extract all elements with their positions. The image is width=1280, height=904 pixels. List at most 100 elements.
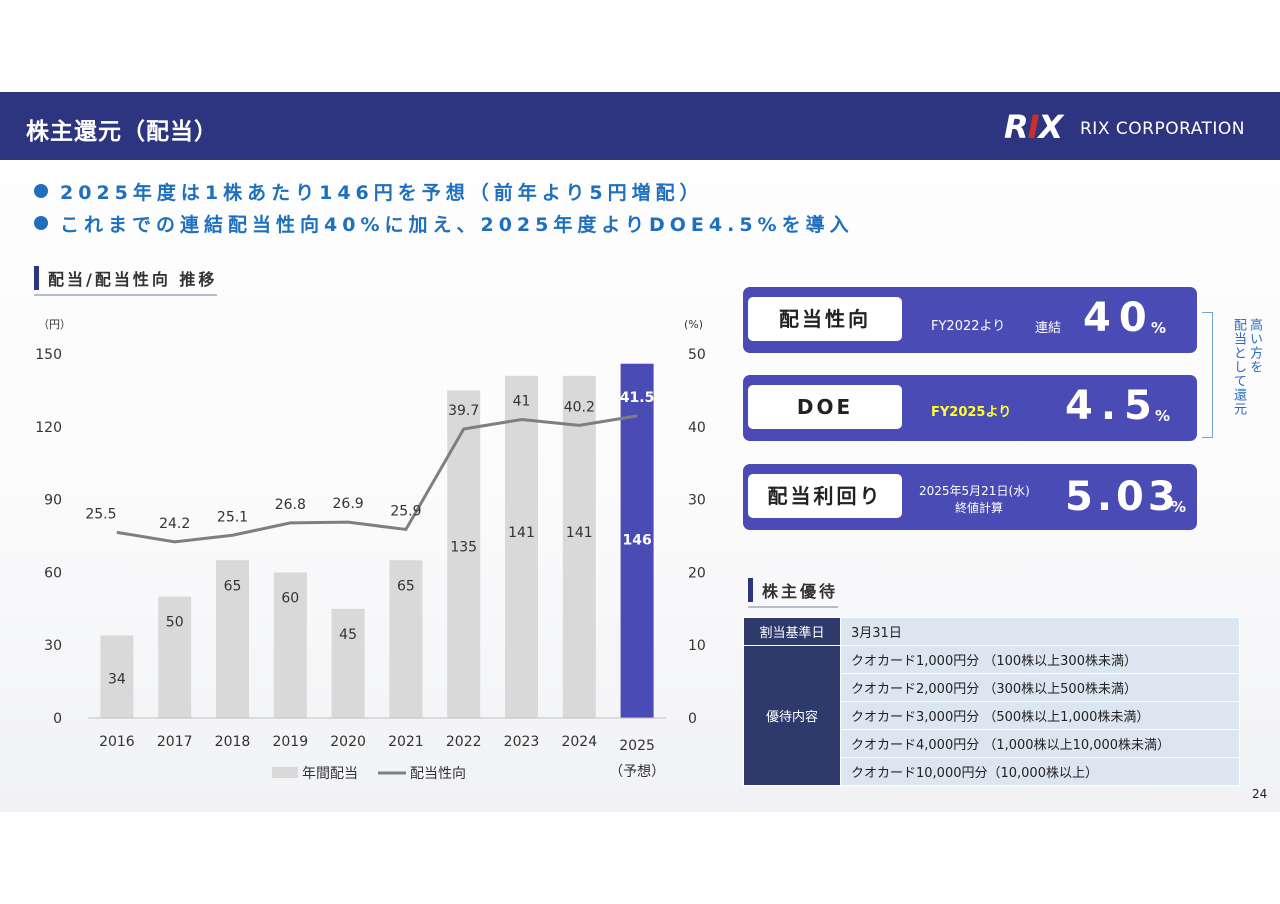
payout-ratio-line [116,414,638,544]
x-tick-label: 2021 [388,734,424,750]
y-tick-label: 90 [44,493,62,509]
perk-item: クオカード2,000円分 （300株以上500株未満） [840,673,1240,702]
page-title: 株主還元（配当） [26,119,218,145]
page-number: 24 [1252,787,1268,801]
y2-tick-label: 40 [688,420,706,436]
perk-item: クオカード3,000円分 （500株以上1,000株未満） [840,701,1240,730]
line-value-label: 26.8 [275,497,306,513]
bar-2023 [505,375,538,718]
perk-table: 割当基準日 3月31日 優待内容 クオカード1,000円分 （100株以上300… [743,617,1240,786]
kpi-dividend-yield: 配当利回り 2025年5月21日(水) 終値計算 5.03 % [743,464,1197,530]
side-note-col1: 配当として還元 [1231,318,1246,416]
kpi-value: 4.5 [1065,383,1160,429]
bar-2019 [273,572,307,718]
line-value-label: 41 [513,394,531,410]
kpi-bracket [1202,312,1213,438]
legend-swatch-bar [272,767,298,778]
logo-text: RIX CORPORATION [1080,119,1245,139]
bullet-item: これまでの連結配当性向40%に加え、2025年度よりDOE4.5%を導入 [34,210,854,237]
y2-tick-label: 20 [688,565,706,581]
y-tick-label: 150 [35,347,62,363]
side-note-col2: 高い方を [1247,318,1262,374]
kpi-label: 配当利回り [748,474,902,518]
x-tick-label: 2017 [157,734,193,750]
bar-value-label: 60 [281,590,299,606]
x-tick-label: 2024 [561,734,597,750]
line-value-label: 41.5 [620,390,655,406]
bar-2021 [389,560,423,718]
line-value-label: 39.7 [448,403,479,419]
y2-tick-label: 30 [688,493,706,509]
y2-axis-unit: (%) [684,318,703,331]
bar-value-label: 50 [166,615,184,631]
kpi-note: FY2025より [931,405,1012,420]
chart-section-title: 配当/配当性向 推移 [34,266,218,296]
header-bar: 株主還元（配当） RIX RIX CORPORATION [0,92,1280,160]
bar-value-label: 65 [224,578,242,594]
bar-2020 [331,608,365,718]
line-value-label: 25.5 [85,506,116,522]
kpi-payout-ratio: 配当性向 FY2022より 連結 40 % [743,287,1197,353]
bar-value-label: 146 [622,533,651,549]
table-row: 割当基準日 3月31日 [743,617,1240,646]
x-tick-sublabel: （予想） [609,764,665,780]
kpi-doe: DOE FY2025より 4.5 % [743,375,1197,441]
kpi-note: FY2022より [931,319,1006,334]
y2-tick-label: 0 [688,711,697,727]
perk-section-title: 株主優待 [748,578,839,608]
bar-value-label: 45 [339,627,357,643]
dividend-chart-svg: （円） (%) 0 30 60 90 120 150 0 10 20 30 40 50 34 50 65 60 45… [35,318,706,782]
y-tick-label: 30 [44,638,62,654]
legend-label: 配当性向 [410,766,466,782]
x-tick-label: 2022 [446,734,482,750]
bar-2025 [620,363,654,718]
y2-tick-label: 50 [688,347,706,363]
section-marker [748,578,753,602]
x-tick-label: 2025 [619,738,655,754]
y-axis-unit: （円） [38,318,71,331]
perk-item: クオカード1,000円分 （100株以上300株未満） [840,645,1240,674]
table-row: 優待内容 クオカード1,000円分 （100株以上300株未満） [743,645,1240,786]
y-tick-label: 120 [35,420,62,436]
kpi-unit: % [1151,319,1167,337]
dividend-chart: （円） (%) 0 30 60 90 120 150 0 10 20 30 40 50 34 50 65 60 45… [28,312,708,786]
line-value-label: 40.2 [564,399,595,415]
y-tick-label: 60 [44,565,62,581]
legend-label: 年間配当 [302,766,358,782]
kpi-unit: % [1171,498,1187,516]
kpi-label: 配当性向 [748,297,902,341]
table-row: クオカード4,000円分 （1,000株以上10,000株未満） [744,729,1240,758]
y2-tick-label: 10 [688,638,706,654]
bar-2024 [562,375,596,718]
bar-value-label: 34 [108,671,126,687]
bar-value-label: 65 [397,578,415,594]
bar-value-label: 141 [508,525,535,541]
x-tick-label: 2019 [272,734,308,750]
section-marker [34,266,39,290]
line-value-label: 24.2 [159,516,190,532]
kpi-note-sub: 終値計算 [955,501,1004,515]
line-value-label: 26.9 [333,496,364,512]
x-tick-label: 2018 [215,734,251,750]
bullet-dot-icon [34,184,48,198]
kpi-note-sub: 連結 [1035,321,1062,336]
bar-2017 [158,596,192,718]
bar-value-label: 135 [450,539,477,555]
table-row: クオカード10,000円分（10,000株以上） [744,757,1240,786]
content-label: 優待内容 [743,645,841,786]
bullet-item: 2025年度は1株あたり146円を予想（前年より5円増配） [34,178,704,205]
record-date-label: 割当基準日 [743,617,841,646]
x-tick-label: 2016 [99,734,135,750]
bar-value-label: 141 [566,525,593,541]
y-tick-label: 0 [53,711,62,727]
bar-2022 [447,390,481,718]
bar-2018 [216,560,249,718]
logo-mark: RIX [1004,108,1063,146]
kpi-unit: % [1155,407,1171,425]
line-value-label: 25.1 [217,509,248,525]
perk-item: クオカード10,000円分（10,000株以上） [840,757,1240,786]
kpi-value: 5.03 [1065,474,1180,520]
bar-2016 [100,635,134,718]
line-value-label: 25.9 [390,503,421,519]
kpi-label: DOE [748,385,902,429]
